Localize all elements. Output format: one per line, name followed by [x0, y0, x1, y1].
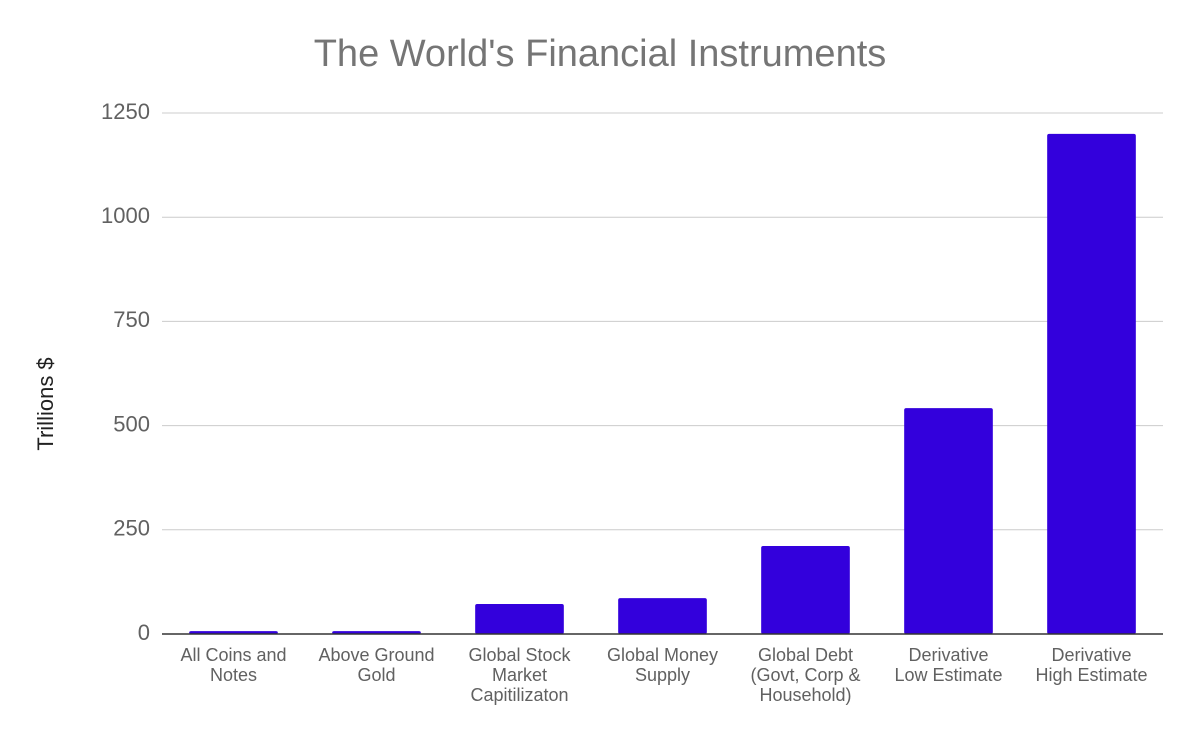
chart-title: The World's Financial Instruments — [314, 33, 887, 75]
y-axis-label: Trillions $ — [33, 357, 58, 450]
y-tick-label: 1250 — [101, 99, 150, 124]
y-tick-label: 0 — [138, 620, 150, 645]
y-tick-label: 1000 — [101, 203, 150, 228]
x-tick-label: All Coins and Notes — [180, 645, 286, 685]
bar — [1047, 133, 1136, 634]
y-tick-label: 250 — [113, 516, 150, 541]
bar — [904, 408, 993, 634]
x-tick-label: Global Stock Market Capitilizaton — [468, 645, 571, 705]
bar — [475, 603, 564, 634]
x-tick-label: Global Debt (Govt, Corp & Household) — [750, 645, 860, 705]
x-tick-label: Derivative High Estimate — [1035, 645, 1147, 685]
bar — [761, 546, 850, 634]
x-tick-label: Above Ground Gold — [318, 645, 434, 685]
bar — [618, 598, 707, 634]
x-tick-label: Derivative Low Estimate — [894, 645, 1002, 685]
y-tick-label: 500 — [113, 411, 150, 436]
y-tick-label: 750 — [113, 307, 150, 332]
x-tick-label: Global Money Supply — [607, 645, 718, 685]
